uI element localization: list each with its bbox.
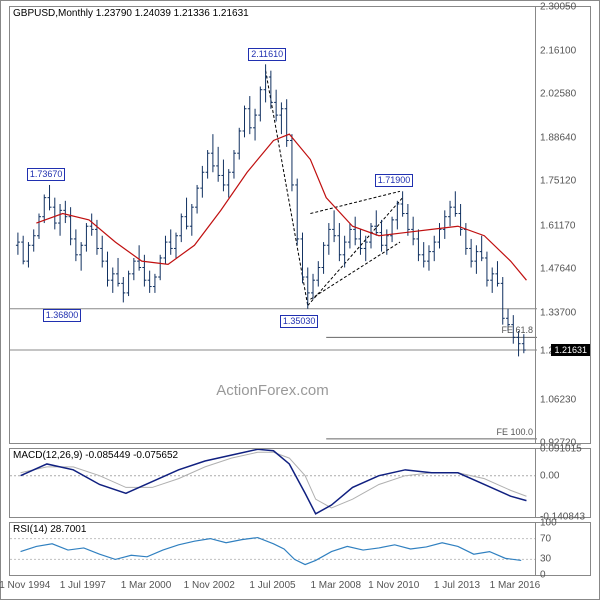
macd-ytick: 0.091015 <box>540 444 582 455</box>
time-tick: 1 Nov 2010 <box>368 580 419 591</box>
price-callout: 1.71900 <box>375 174 414 187</box>
price-ytick: 1.61170 <box>540 220 575 231</box>
macd-svg <box>10 449 537 517</box>
rsi-svg <box>10 523 537 575</box>
price-ytick: 1.88640 <box>540 133 576 144</box>
price-callout: 1.73670 <box>27 168 66 181</box>
price-ytick: 2.30050 <box>540 2 576 13</box>
time-tick: 1 Mar 2016 <box>490 580 541 591</box>
price-ytick: 2.16100 <box>540 46 576 57</box>
time-tick: 1 Nov 2002 <box>184 580 235 591</box>
time-tick: 1 Jul 2005 <box>249 580 295 591</box>
price-ytick: 2.02580 <box>540 89 576 100</box>
fe-label: FE 100.0 <box>496 427 533 437</box>
price-callout: 1.35030 <box>280 315 319 328</box>
current-price-badge: 1.21631 <box>551 344 590 356</box>
rsi-ytick: 30 <box>540 554 551 565</box>
macd-panel[interactable]: MACD(12,26,9) -0.085449 -0.075652 0.0910… <box>9 448 591 518</box>
price-ytick: 1.06230 <box>540 395 576 406</box>
rsi-ytick: 100 <box>540 518 557 529</box>
watermark: ActionForex.com <box>216 382 329 399</box>
price-panel[interactable]: GBPUSD,Monthly 1.23790 1.24039 1.21336 1… <box>9 6 591 444</box>
time-tick: 1 Mar 2008 <box>310 580 361 591</box>
price-callout: 1.36800 <box>43 309 82 322</box>
time-tick: 1 Mar 2000 <box>121 580 172 591</box>
time-tick: 1 Jul 1997 <box>60 580 106 591</box>
rsi-ytick: 70 <box>540 533 551 544</box>
price-yaxis: 2.300502.161002.025801.886401.751201.611… <box>535 7 590 443</box>
macd-ytick: 0.00 <box>540 470 559 481</box>
rsi-yaxis: 10070300 <box>535 523 590 575</box>
price-ytick: 1.47640 <box>540 263 576 274</box>
price-ytick: 1.33700 <box>540 307 576 318</box>
macd-yaxis: 0.0910150.00-0.140843 <box>535 449 590 517</box>
price-ytick: 1.75120 <box>540 176 576 187</box>
time-axis: 1 Nov 19941 Jul 19971 Mar 20001 Nov 2002… <box>9 577 591 599</box>
price-plot: 1.73670 1.36800 2.11610 1.35030 1.71900 FE 61… <box>10 7 535 443</box>
fe-label: FE 61.8 <box>501 325 533 335</box>
time-tick: 1 Jul 2013 <box>434 580 480 591</box>
time-tick: 1 Nov 1994 <box>0 580 50 591</box>
rsi-panel[interactable]: RSI(14) 28.7001 10070300 <box>9 522 591 576</box>
chart-container: GBPUSD,Monthly 1.23790 1.24039 1.21336 1… <box>0 0 600 600</box>
price-svg <box>10 7 537 443</box>
price-callout: 2.11610 <box>248 48 286 61</box>
